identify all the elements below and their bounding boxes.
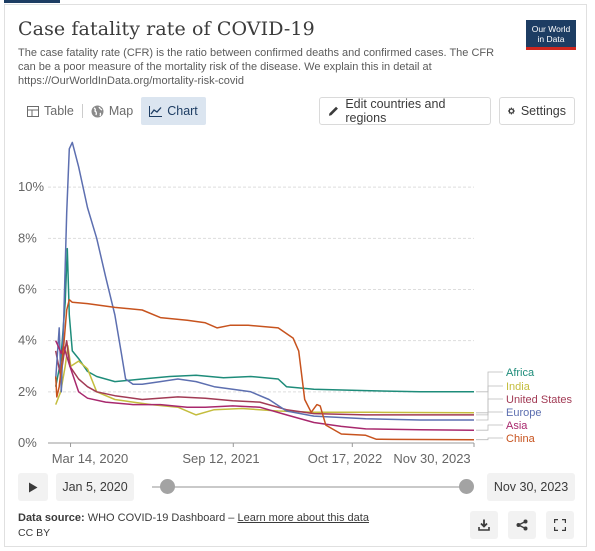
timeline-start-stub xyxy=(152,486,164,488)
series-line-china xyxy=(54,298,475,441)
legend-connector xyxy=(476,424,503,431)
page-title: Case fatality rate of COVID-19 xyxy=(18,18,315,40)
logo-line-2: in Data xyxy=(537,34,565,44)
pencil-icon xyxy=(328,106,338,116)
settings-button[interactable]: Settings xyxy=(499,97,575,125)
chart-subtitle: The case fatality rate (CFR) is the rati… xyxy=(18,47,495,87)
download-icon xyxy=(478,519,490,531)
series-line-asia xyxy=(55,340,475,431)
source-text: WHO COVID-19 Dashboard – xyxy=(87,512,235,524)
legend-connector xyxy=(476,371,503,393)
source-label: Data source: xyxy=(18,512,85,524)
legend-label-united-states: United States xyxy=(506,394,573,406)
y-tick-label: 10% xyxy=(18,179,44,194)
tab-map[interactable]: Map xyxy=(83,97,141,125)
legend-connector xyxy=(476,437,503,441)
legend-label-india: India xyxy=(506,381,531,393)
chart-frame xyxy=(4,4,587,547)
license-text: CC BY xyxy=(18,527,51,539)
expand-icon xyxy=(554,519,566,531)
y-tick-label: 8% xyxy=(18,230,37,245)
timeline-start-date[interactable]: Jan 5, 2020 xyxy=(56,473,134,501)
fullscreen-button[interactable] xyxy=(546,511,574,539)
top-accent-bar xyxy=(4,0,60,3)
play-icon xyxy=(29,482,38,492)
legend-connector xyxy=(476,411,503,421)
legend-label-china: China xyxy=(506,433,536,445)
play-button[interactable] xyxy=(18,473,48,501)
y-tick-label: 2% xyxy=(18,384,37,399)
series-line-africa xyxy=(54,247,474,393)
view-tabs: Table Map Chart xyxy=(19,97,206,125)
share-icon xyxy=(516,519,528,531)
tab-table-label: Table xyxy=(44,104,74,118)
x-tick-label: Sep 12, 2021 xyxy=(182,451,259,466)
x-tick-label: Mar 14, 2020 xyxy=(52,451,129,466)
legend-connector xyxy=(476,398,503,416)
tab-table[interactable]: Table xyxy=(19,97,82,125)
timeline-slider-track[interactable] xyxy=(168,486,467,488)
series-line-united-states xyxy=(54,339,474,416)
edit-countries-button[interactable]: Edit countries and regions xyxy=(319,97,491,125)
x-tick-label: Oct 17, 2022 xyxy=(308,451,382,466)
edit-countries-label: Edit countries and regions xyxy=(345,97,446,125)
y-tick-label: 0% xyxy=(18,435,37,450)
legend-label-asia: Asia xyxy=(506,420,528,432)
share-button[interactable] xyxy=(508,511,536,539)
legend-label-africa: Africa xyxy=(506,367,535,379)
timeline-start-handle[interactable] xyxy=(160,479,175,494)
tab-separator xyxy=(81,104,83,118)
logo-red-bar xyxy=(526,47,576,50)
download-button[interactable] xyxy=(470,511,498,539)
timeline-end-date[interactable]: Nov 30, 2023 xyxy=(487,473,575,501)
line-chart-icon xyxy=(149,105,163,117)
owid-logo[interactable]: Our World in Data xyxy=(526,20,576,50)
settings-label: Settings xyxy=(520,104,566,118)
tab-chart-label: Chart xyxy=(167,104,198,118)
x-tick-label: Nov 30, 2023 xyxy=(393,451,470,466)
y-tick-label: 4% xyxy=(18,333,37,348)
series-line-europe xyxy=(54,141,474,421)
table-icon xyxy=(27,105,39,117)
gear-icon xyxy=(508,107,515,115)
learn-more-link[interactable]: Learn more about this data xyxy=(237,512,369,524)
y-tick-label: 6% xyxy=(18,282,37,297)
timeline-end-handle[interactable] xyxy=(459,479,474,494)
tab-chart[interactable]: Chart xyxy=(141,97,206,125)
legend-label-europe: Europe xyxy=(506,407,541,419)
data-source: Data source: WHO COVID-19 Dashboard – Le… xyxy=(18,512,369,524)
globe-icon xyxy=(91,105,104,117)
line-chart: 0% 2% 4% 6% 8% 10% Mar 14, 2020 Sep 12, 2021 Oct… xyxy=(18,141,573,466)
tab-map-label: Map xyxy=(108,104,134,118)
logo-line-1: Our World xyxy=(531,24,571,34)
series-line-india xyxy=(55,345,475,416)
